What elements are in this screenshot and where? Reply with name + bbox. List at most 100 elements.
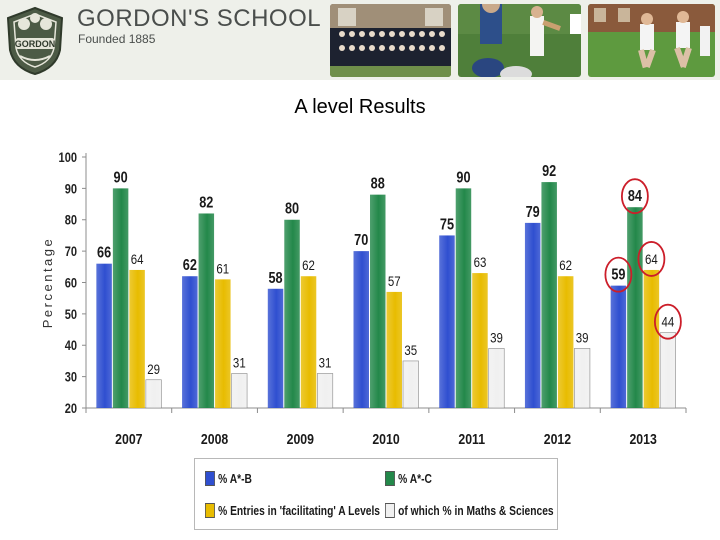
bar-value-label: 64 xyxy=(645,251,658,267)
bar-value-label: 58 xyxy=(268,270,282,287)
bar xyxy=(316,373,334,409)
chart-bars xyxy=(96,182,676,409)
legend-swatch xyxy=(385,503,395,518)
x-tick-label: 2010 xyxy=(372,431,400,447)
header-banner: GORDON GORDON'S SCHOOL Founded 1885 xyxy=(0,0,720,80)
y-tick-label: 90 xyxy=(65,181,77,196)
x-tick-label: 2007 xyxy=(115,431,143,447)
bar xyxy=(472,273,488,408)
bar-value-label: 79 xyxy=(526,204,540,221)
y-tick-label: 60 xyxy=(65,275,77,290)
bar xyxy=(541,182,557,408)
legend-label: % Entries in 'facilitating' A Levels xyxy=(218,503,381,518)
bar-value-label: 75 xyxy=(440,216,454,233)
founded-date: Founded 1885 xyxy=(78,32,156,46)
slide-title: A level Results xyxy=(294,96,426,118)
y-tick-label: 40 xyxy=(65,338,77,353)
legend-label: of which % in Maths & Sciences xyxy=(398,503,554,518)
y-tick-label: 70 xyxy=(65,244,77,259)
highlight-circle xyxy=(604,256,633,293)
legend-swatch xyxy=(205,503,215,518)
legend-item: % Entries in 'facilitating' A Levels xyxy=(205,503,380,518)
bar xyxy=(659,332,676,409)
athletics-photo xyxy=(588,4,715,77)
bar xyxy=(643,269,660,408)
bar xyxy=(284,219,300,408)
bar xyxy=(231,373,248,409)
bar xyxy=(145,379,162,409)
bar-value-label: 88 xyxy=(371,176,385,193)
bar-value-label: 39 xyxy=(490,329,503,345)
bar-value-label: 35 xyxy=(404,342,417,358)
results-bar-chart: 66 90 64 29 62 82 61 31 58 80 62 31 70 88 57 35 75 90 63 39… xyxy=(40,150,687,447)
cricket-photo xyxy=(458,4,581,77)
bar-value-label: 70 xyxy=(354,232,368,249)
bar-value-label: 62 xyxy=(302,257,315,273)
x-tick-label: 2011 xyxy=(458,431,485,447)
highlight-circle xyxy=(637,241,666,277)
legend-item: % A*-C xyxy=(385,471,432,486)
legend-swatch xyxy=(205,471,215,486)
bar xyxy=(96,263,112,408)
legend-label: % A*-C xyxy=(398,471,432,486)
bar-value-label: 92 xyxy=(542,163,556,180)
bar xyxy=(353,251,369,408)
chart-highlight-circles xyxy=(604,178,682,340)
bar xyxy=(129,269,145,408)
x-tick-label: 2013 xyxy=(629,431,657,447)
school-name: GORDON'S SCHOOL xyxy=(77,5,322,32)
bar-value-label: 84 xyxy=(628,188,642,205)
team-photo xyxy=(330,4,451,77)
bar-value-label: 57 xyxy=(388,273,401,289)
legend-item: of which % in Maths & Sciences xyxy=(385,503,554,518)
bar xyxy=(488,348,505,409)
bar-value-label: 61 xyxy=(216,260,229,276)
bar xyxy=(386,291,402,408)
bar xyxy=(198,213,215,408)
bar xyxy=(267,288,284,408)
bar xyxy=(182,276,198,408)
bar-value-label: 29 xyxy=(147,361,160,377)
y-tick-label: 50 xyxy=(65,307,77,322)
bar xyxy=(557,276,574,408)
bar xyxy=(439,235,455,408)
bar-value-label: 39 xyxy=(576,329,589,345)
bar xyxy=(402,360,419,409)
legend-label: % A*-B xyxy=(218,471,252,486)
y-tick-label: 80 xyxy=(65,213,77,228)
bar-value-label: 62 xyxy=(559,257,572,273)
bar-value-label: 44 xyxy=(662,314,675,330)
chart-tick-labels: 20 30 40 50 60 70 80 90 100 2007 2008 2009 2010 2011 2… xyxy=(59,150,658,447)
bar-value-label: 66 xyxy=(97,245,111,262)
svg-text:GORDON: GORDON xyxy=(15,39,56,49)
bar-value-label: 90 xyxy=(456,169,470,186)
y-axis-label: Percentage xyxy=(40,237,55,329)
y-tick-label: 100 xyxy=(59,150,78,165)
bar xyxy=(610,285,627,408)
bar-value-label: 31 xyxy=(233,354,246,370)
bar xyxy=(215,279,231,408)
highlight-circle xyxy=(620,178,649,215)
legend-item: % A*-B xyxy=(205,471,252,486)
bar-value-label: 64 xyxy=(131,251,144,267)
school-crest-logo: GORDON xyxy=(6,6,64,76)
bar xyxy=(524,222,541,408)
bar xyxy=(370,194,386,408)
x-tick-label: 2008 xyxy=(201,431,229,447)
highlight-circle xyxy=(653,303,682,340)
chart-value-labels: 66 90 64 29 62 82 61 31 58 80 62 31 70 88 57 35 75 90 63 39… xyxy=(97,163,674,377)
bar xyxy=(574,348,591,409)
bar xyxy=(300,276,317,408)
x-tick-label: 2012 xyxy=(544,431,572,447)
bar xyxy=(627,207,643,408)
bar-value-label: 31 xyxy=(319,354,332,370)
chart-legend: % A*-B % A*-C % Entries in 'facilitating… xyxy=(194,458,558,530)
bar-value-label: 59 xyxy=(611,267,625,284)
bar-value-label: 62 xyxy=(183,257,197,274)
y-tick-label: 20 xyxy=(65,401,77,416)
bar xyxy=(112,188,129,408)
bar-value-label: 63 xyxy=(474,254,487,270)
bar-value-label: 80 xyxy=(285,201,299,218)
y-tick-label: 30 xyxy=(65,370,77,385)
legend-swatch xyxy=(385,471,395,486)
